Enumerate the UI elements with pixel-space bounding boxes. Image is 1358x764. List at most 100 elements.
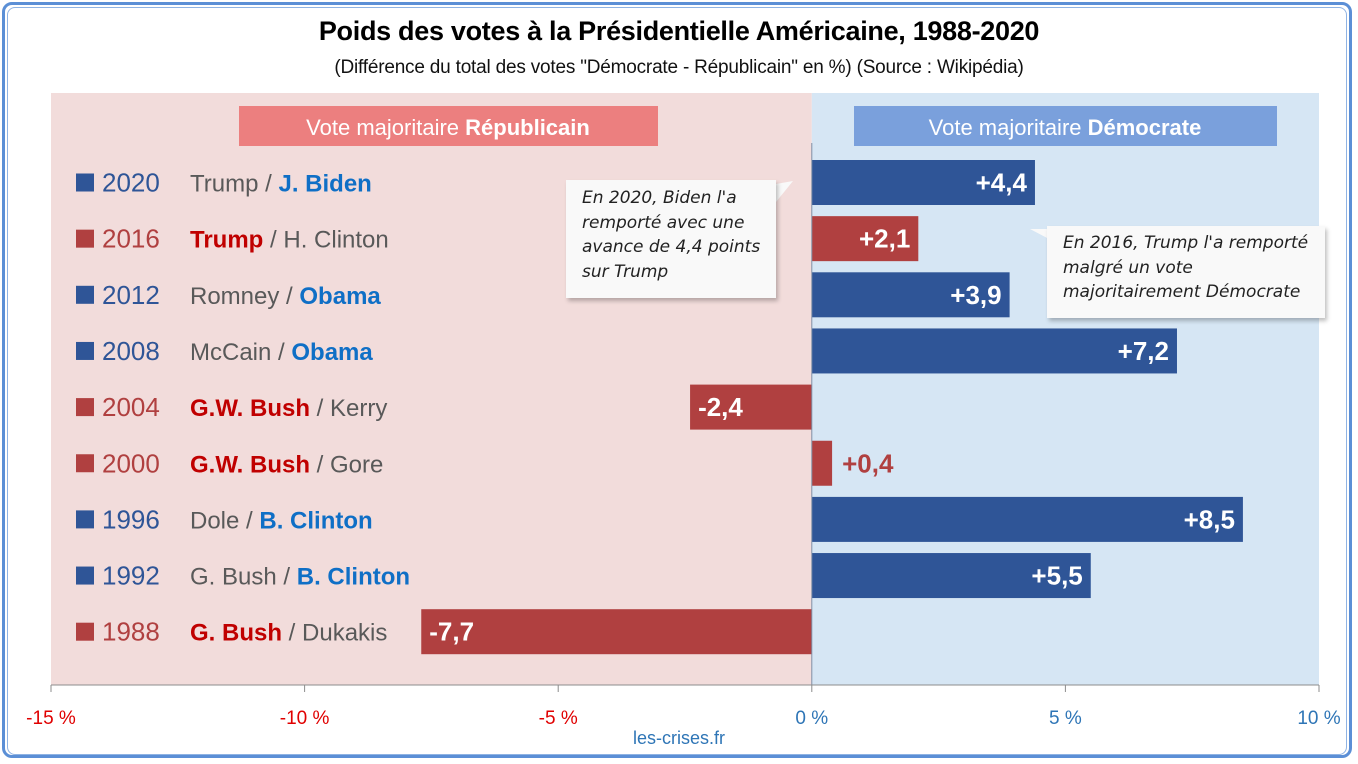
legend-marker-2016 bbox=[76, 229, 94, 248]
candidates-label-2012: Romney / Obama bbox=[190, 283, 381, 310]
bar-2012 bbox=[811, 272, 1010, 318]
callout-line: sur Trump bbox=[582, 261, 669, 282]
republican-header-label: Vote majoritaire Républicain bbox=[306, 115, 590, 140]
legend-marker-2008 bbox=[76, 341, 94, 360]
year-label-1996: 1996 bbox=[102, 504, 160, 534]
candidate-separator: / bbox=[310, 451, 330, 478]
candidate-separator: / bbox=[239, 507, 259, 534]
republican-candidate: Trump bbox=[190, 171, 258, 198]
bar-1988 bbox=[421, 609, 812, 655]
candidates-label-2004: G.W. Bush / Kerry bbox=[190, 395, 387, 422]
year-label-1992: 1992 bbox=[102, 561, 160, 591]
democrat-candidate: Dukakis bbox=[302, 620, 387, 647]
candidate-separator: / bbox=[310, 395, 330, 422]
democrat-header-box bbox=[854, 106, 1277, 146]
x-tick-label: -5 % bbox=[539, 708, 578, 729]
republican-candidate: G.W. Bush bbox=[190, 451, 310, 478]
candidates-label-1996: Dole / B. Clinton bbox=[190, 507, 373, 534]
democrat-header-bold: Démocrate bbox=[1088, 115, 1202, 140]
candidate-separator: / bbox=[277, 564, 297, 591]
value-label-2000: +0,4 bbox=[842, 448, 894, 478]
democrat-candidate: Obama bbox=[299, 283, 381, 310]
republican-candidate: Trump bbox=[190, 227, 263, 254]
candidates-label-2008: McCain / Obama bbox=[190, 339, 373, 366]
callout-line: remporté avec une bbox=[582, 212, 745, 233]
callout-line: En 2020, Biden l'a bbox=[582, 188, 737, 208]
year-label-2012: 2012 bbox=[102, 280, 160, 310]
democrat-candidate: B. Clinton bbox=[297, 564, 410, 591]
legend-marker-2020 bbox=[76, 173, 94, 192]
bar-2016 bbox=[811, 216, 919, 262]
bar-1996 bbox=[811, 496, 1243, 542]
candidates-label-2020: Trump / J. Biden bbox=[190, 171, 372, 198]
republican-candidate: Romney bbox=[190, 283, 279, 310]
candidate-separator: / bbox=[279, 283, 299, 310]
candidate-separator: / bbox=[263, 227, 283, 254]
legend-marker-2000 bbox=[76, 454, 94, 473]
republican-candidate: G. Bush bbox=[190, 564, 277, 591]
candidates-label-2016: Trump / H. Clinton bbox=[190, 227, 389, 254]
value-label-2016: +2,1 bbox=[859, 224, 910, 254]
inner-frame bbox=[7, 7, 1347, 755]
year-label-2004: 2004 bbox=[102, 392, 160, 422]
democrat-candidate: H. Clinton bbox=[283, 227, 388, 254]
value-label-2020: +4,4 bbox=[976, 168, 1028, 198]
year-label-2016: 2016 bbox=[102, 224, 160, 254]
x-tick-label: 10 % bbox=[1297, 708, 1340, 729]
chart-title: Poids des votes à la Présidentielle Amér… bbox=[318, 16, 1040, 46]
candidate-separator: / bbox=[271, 339, 291, 366]
democrat-candidate: J. Biden bbox=[278, 171, 371, 198]
candidate-separator: / bbox=[258, 171, 278, 198]
republican-candidate: G. Bush bbox=[190, 620, 282, 647]
footer-source: les-crises.fr bbox=[632, 728, 725, 748]
legend-marker-1996 bbox=[76, 510, 94, 529]
bar-2004 bbox=[690, 384, 812, 430]
candidates-label-1992: G. Bush / B. Clinton bbox=[190, 564, 410, 591]
bar-2008 bbox=[811, 328, 1177, 374]
democrat-candidate: Gore bbox=[330, 451, 383, 478]
republican-header-box bbox=[239, 106, 658, 146]
republican-header-prefix: Vote majoritaire bbox=[306, 115, 465, 140]
democrat-candidate: B. Clinton bbox=[259, 507, 372, 534]
value-label-1992: +5,5 bbox=[1031, 561, 1082, 591]
value-label-1996: +8,5 bbox=[1184, 504, 1235, 534]
x-tick-label: 5 % bbox=[1049, 708, 1082, 729]
democrat-header-prefix: Vote majoritaire bbox=[929, 115, 1088, 140]
callout-line: avance de 4,4 points bbox=[582, 237, 761, 257]
republican-candidate: G.W. Bush bbox=[190, 395, 310, 422]
x-tick-label: -10 % bbox=[280, 708, 330, 729]
legend-marker-1988 bbox=[76, 622, 94, 641]
value-label-2008: +7,2 bbox=[1118, 336, 1169, 366]
year-label-2008: 2008 bbox=[102, 336, 160, 366]
year-label-1988: 1988 bbox=[102, 617, 160, 647]
republican-header-bold: Républicain bbox=[465, 115, 590, 140]
value-label-2012: +3,9 bbox=[950, 280, 1001, 310]
legend-marker-1992 bbox=[76, 566, 94, 585]
bar-2000 bbox=[811, 440, 833, 486]
candidates-label-1988: G. Bush / Dukakis bbox=[190, 620, 387, 647]
chart-subtitle: (Différence du total des votes "Démocrat… bbox=[334, 57, 1024, 78]
callout-line: En 2016, Trump l'a remporté bbox=[1063, 233, 1309, 253]
year-label-2020: 2020 bbox=[102, 168, 160, 198]
democrat-candidate: Kerry bbox=[330, 395, 387, 422]
callout-line: majoritairement Démocrate bbox=[1063, 282, 1301, 302]
x-tick-label: 0 % bbox=[795, 708, 828, 729]
republican-candidate: McCain bbox=[190, 339, 271, 366]
candidate-separator: / bbox=[282, 620, 302, 647]
value-label-1988: -7,7 bbox=[429, 617, 474, 647]
democrat-candidate: Obama bbox=[291, 339, 373, 366]
callout-2020-pointer bbox=[776, 181, 793, 202]
republican-candidate: Dole bbox=[190, 507, 239, 534]
bar-2020 bbox=[811, 160, 1035, 205]
year-label-2000: 2000 bbox=[102, 448, 160, 478]
value-label-2004: -2,4 bbox=[698, 392, 743, 422]
legend-marker-2004 bbox=[76, 398, 94, 417]
bar-1992 bbox=[811, 553, 1091, 599]
callout-2016: En 2016, Trump l'a remporté malgré un vot… bbox=[1047, 226, 1325, 318]
legend-marker-2012 bbox=[76, 285, 94, 304]
callout-2020: En 2020, Biden l'a remporté avec une avanc… bbox=[566, 180, 776, 298]
x-tick-label: -15 % bbox=[26, 708, 76, 729]
candidates-label-2000: G.W. Bush / Gore bbox=[190, 451, 383, 478]
